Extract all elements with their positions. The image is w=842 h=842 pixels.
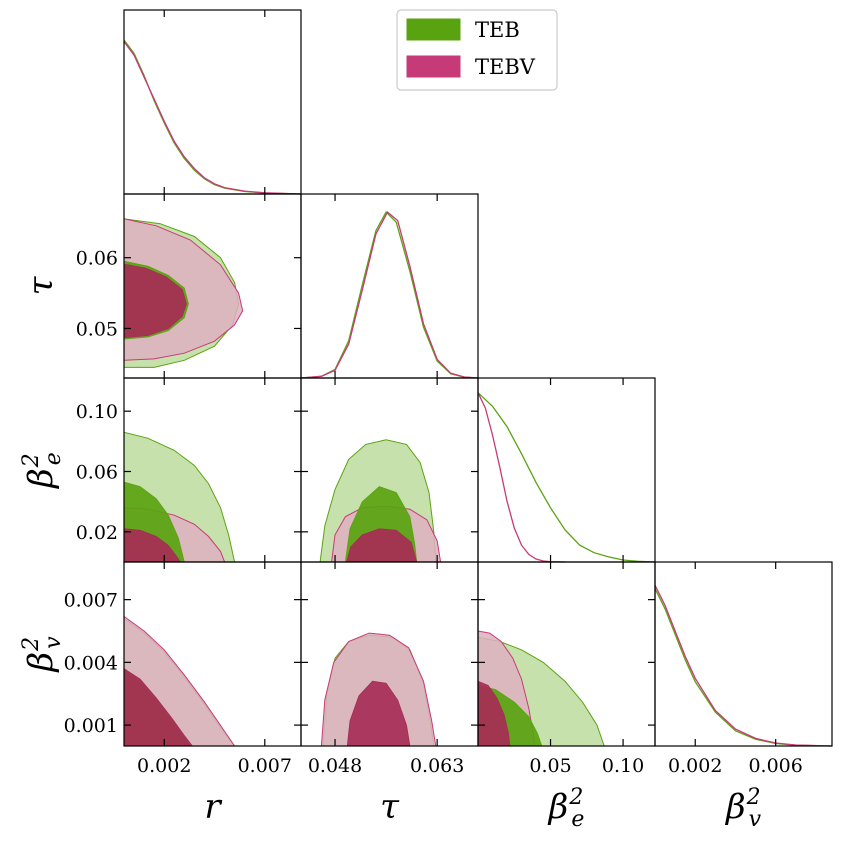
marginal-teb-beta_e2 (477, 392, 656, 563)
panel-frame-beta_v2-beta_v2 (654, 561, 833, 747)
panel-frame-r-r (123, 9, 302, 195)
x-axis-label-beta_v2-text: β2 v (724, 785, 762, 832)
contour-inner-tebv-beta_v2|r (124, 668, 193, 746)
marginal-tebv-tau (300, 211, 479, 379)
y-tick-label-beta_v2: 0.007 (64, 590, 118, 612)
x-tick-label-tau: 0.048 (308, 755, 362, 777)
x-tick-label-r: 0.002 (137, 755, 191, 777)
y-axis-label-beta_e2-text: β2e (19, 452, 66, 490)
contour-inner-tebv-beta_v2|tau (346, 680, 411, 746)
x-axis-label-beta_e2-text: β2 e (547, 785, 585, 832)
x-tick-label-tau: 0.063 (410, 755, 464, 777)
y-tick-label-beta_e2: 0.06 (76, 462, 118, 484)
marginal-teb-r (123, 39, 302, 195)
panel-frame-beta_e2-beta_e2 (477, 377, 656, 563)
x-tick-label-beta_v2: 0.006 (748, 755, 802, 777)
contour-inner-tebv-beta_v2|beta_e2 (478, 680, 511, 746)
contour-inner-tebv-beta_e2|r (124, 528, 181, 562)
y-tick-label-beta_v2: 0.001 (64, 715, 118, 737)
x-tick-label-r: 0.007 (238, 755, 292, 777)
x-axis-label-r: r (204, 787, 222, 827)
marginal-teb-tau (300, 211, 479, 379)
y-tick-label-beta_v2: 0.004 (64, 652, 118, 674)
x-axis-label-tau-text: τ (380, 787, 400, 827)
y-axis-label-tau-text: τ (21, 275, 61, 295)
x-tick-label-beta_v2: 0.002 (668, 755, 722, 777)
panel-beta_v2|tau (320, 632, 437, 746)
panel-beta_e2|r (124, 431, 236, 562)
y-axis-label-beta_v2-text: β2v (19, 636, 66, 674)
x-tick-label-beta_e2: 0.10 (602, 755, 644, 777)
y-tick-label-tau: 0.05 (76, 318, 118, 340)
y-axis-label-beta_v2: β2v (19, 636, 66, 674)
panel-beta_v2|beta_e2 (478, 630, 605, 746)
panel-beta_e2|tau (319, 439, 442, 562)
marginal-tebv-beta_v2 (654, 584, 833, 747)
y-axis-label-tau: τ (21, 275, 61, 295)
panel-beta_v2|r (124, 615, 236, 746)
x-axis-label-tau: τ (380, 787, 400, 827)
marginal-teb-beta_v2 (654, 588, 833, 747)
y-tick-label-tau: 0.06 (76, 248, 118, 270)
contour-inner-tebv-beta_e2|tau (346, 528, 418, 562)
contour-inner-tebv-tau|r (124, 263, 187, 339)
x-tick-label-beta_e2: 0.05 (529, 755, 571, 777)
panel-tau|r (124, 218, 244, 368)
y-tick-label-beta_e2: 0.02 (76, 522, 118, 544)
x-axis-label-beta_e2: β2 e (547, 785, 585, 832)
x-axis-label-r-text: r (204, 787, 222, 827)
marginal-tebv-beta_e2 (477, 392, 566, 563)
marginal-tebv-r (123, 41, 302, 195)
panel-frame-tau-tau (300, 193, 479, 379)
y-axis-label-beta_e2: β2e (19, 452, 66, 490)
y-tick-label-beta_e2: 0.10 (76, 401, 118, 423)
x-axis-label-beta_v2: β2 v (724, 785, 762, 832)
